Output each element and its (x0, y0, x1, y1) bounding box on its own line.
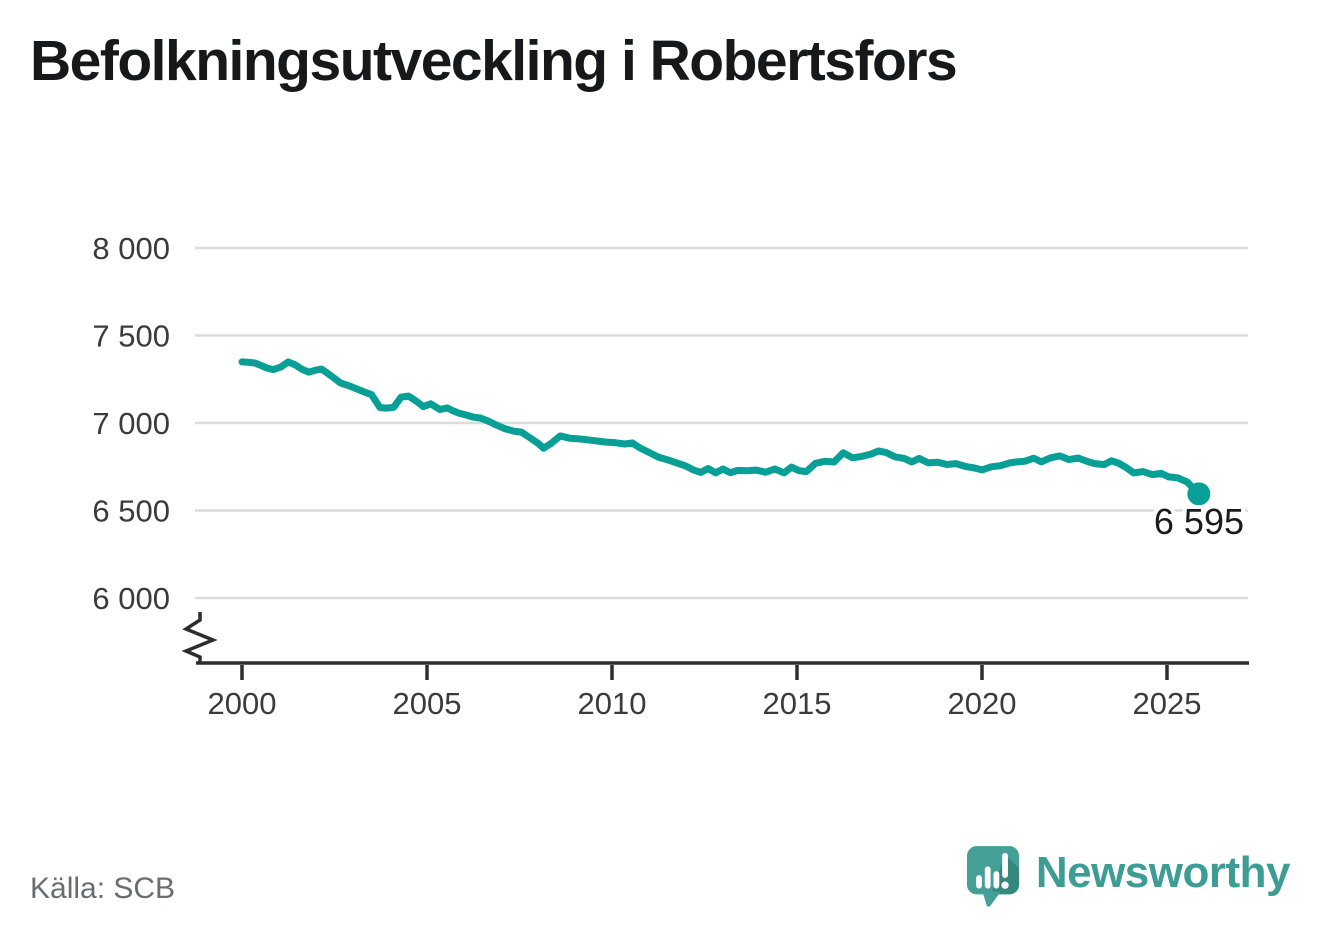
latest-value-label: 6 595 (1154, 501, 1244, 542)
newsworthy-logo-icon (966, 846, 1019, 907)
logo-bubble-tail (982, 891, 1001, 907)
y-axis-tick-label: 8 000 (92, 231, 170, 266)
logo-bar-2 (984, 866, 991, 889)
y-axis-tick-label: 6 500 (92, 494, 170, 529)
population-line (238, 358, 1203, 498)
x-axis-tick-label: 2020 (948, 686, 1017, 721)
x-axis-tick-label: 2025 (1133, 686, 1202, 721)
y-axis-break-icon (181, 612, 218, 662)
newsworthy-logo: Newsworthy (966, 844, 1291, 910)
y-axis-tick-label: 7 000 (92, 406, 170, 441)
logo-bar-1 (975, 875, 982, 889)
logo-exclamation-bar (1001, 852, 1008, 878)
chart-title: Befolkningsutveckling i Robertsfors (30, 29, 958, 93)
x-axis-tick-label: 2015 (763, 686, 832, 721)
logo-bar-3 (993, 871, 1000, 889)
latest-value-marker (1187, 482, 1211, 506)
source-note: Källa: SCB (30, 872, 176, 905)
x-axis-tick-label: 2000 (208, 686, 277, 721)
newsworthy-wordmark: Newsworthy (1035, 848, 1291, 897)
x-axis-tick-label: 2010 (578, 686, 647, 721)
x-axis-tick-label: 2005 (393, 686, 462, 721)
logo-exclamation-dot (1001, 881, 1009, 889)
y-axis-tick-label: 6 000 (92, 581, 170, 616)
y-axis-tick-label: 7 500 (92, 319, 170, 354)
